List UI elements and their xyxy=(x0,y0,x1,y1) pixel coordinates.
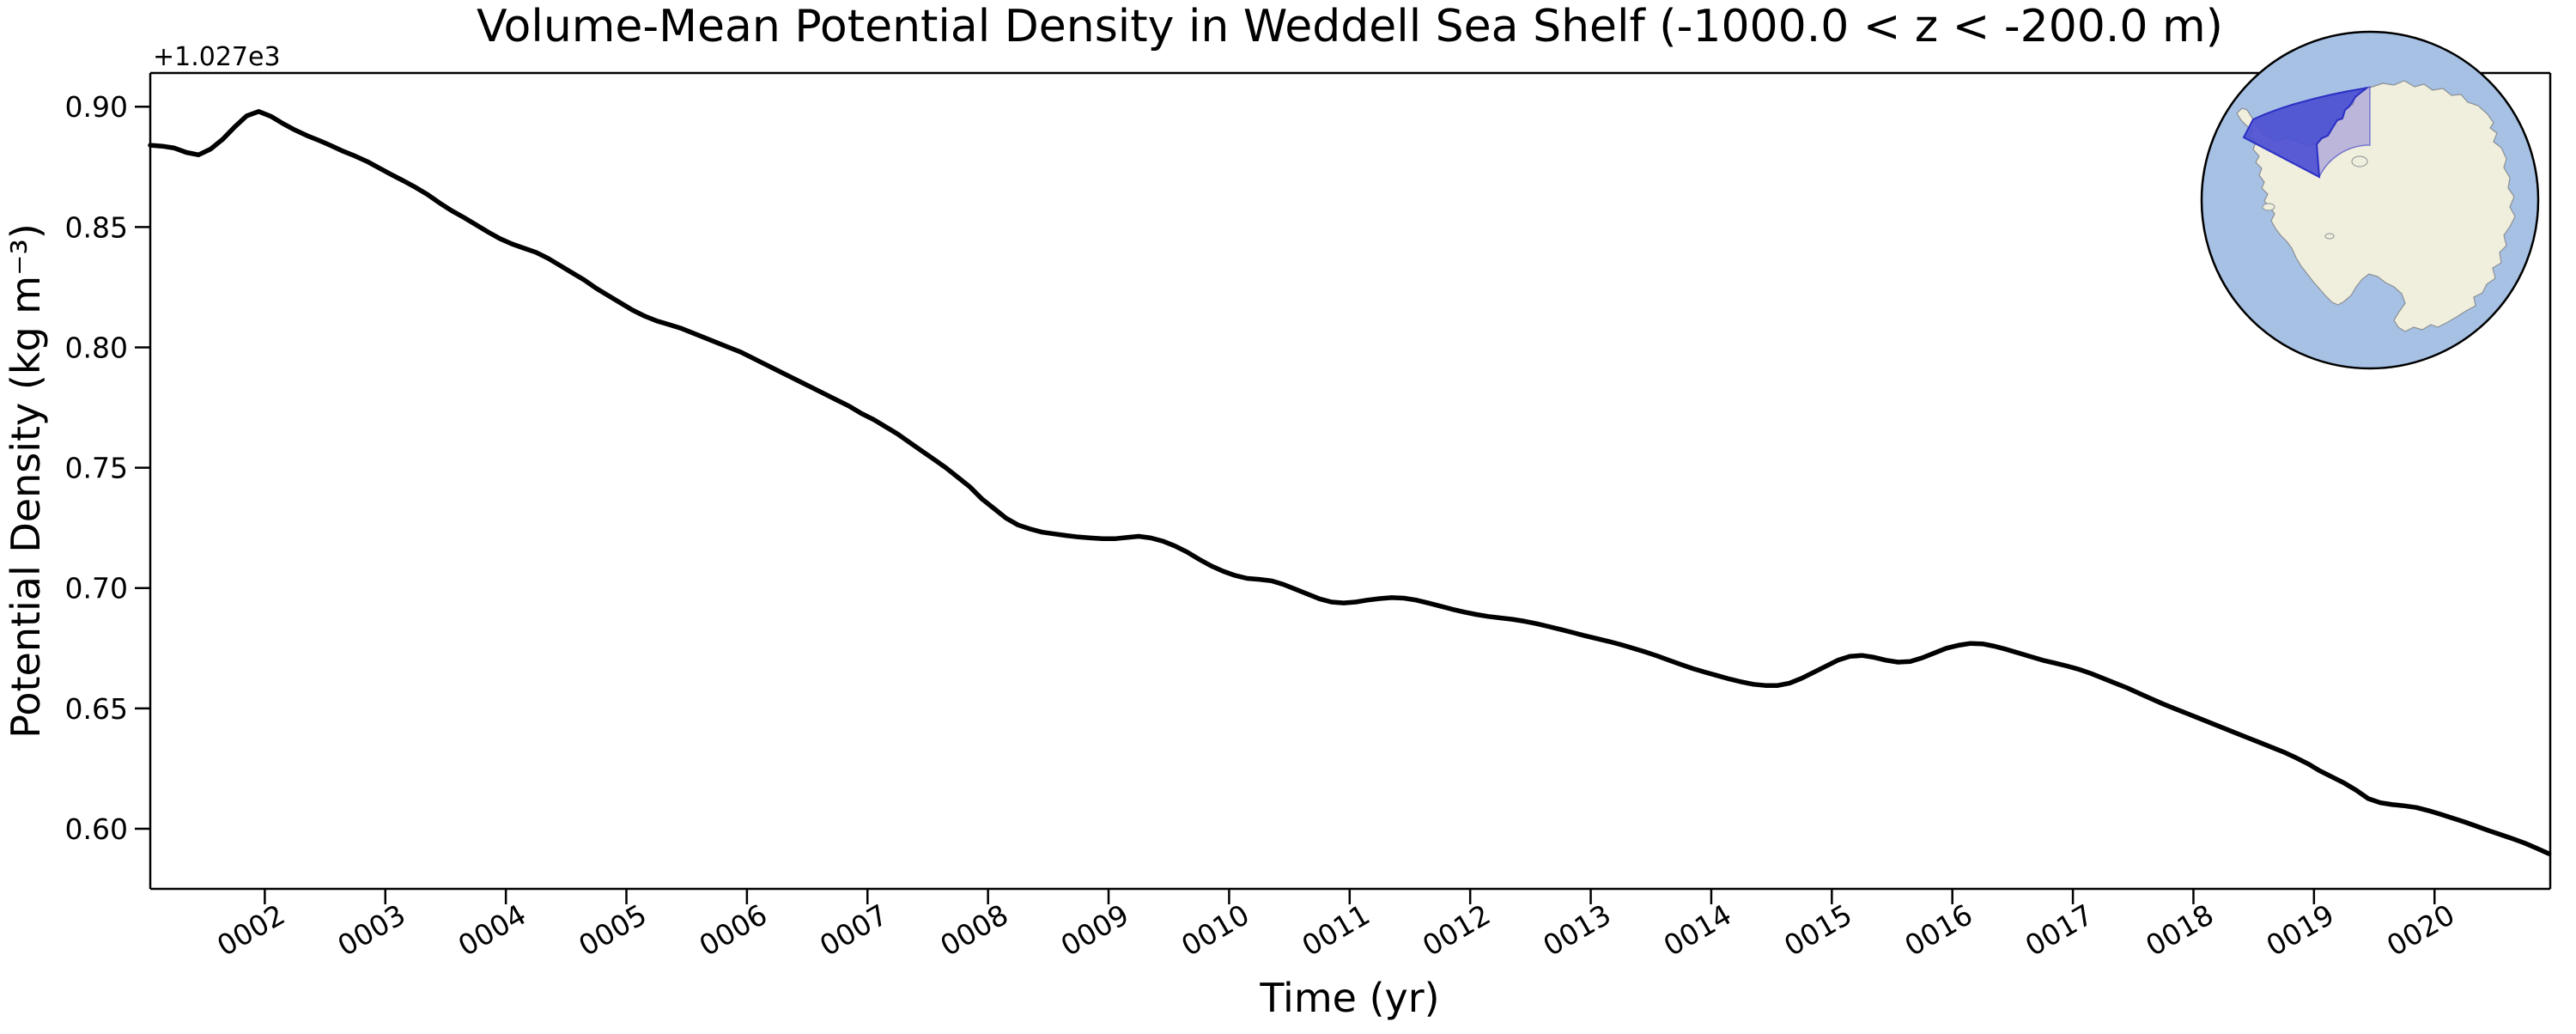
y-tick-label: 0.75 xyxy=(65,452,128,485)
x-tick-label: 0004 xyxy=(453,897,532,963)
x-tick-label: 0002 xyxy=(211,897,290,963)
map-island xyxy=(2324,233,2335,240)
x-tick-label: 0010 xyxy=(1176,897,1255,963)
x-tick-label: 0007 xyxy=(814,897,893,963)
chart-title: Volume-Mean Potential Density in Weddell… xyxy=(477,1,2223,52)
x-tick-label: 0014 xyxy=(1658,897,1737,963)
y-axis-offset-text: +1.027e3 xyxy=(153,42,281,72)
x-tick-label: 0015 xyxy=(1778,897,1857,963)
map-boundary-circle xyxy=(2200,30,2540,370)
x-tick-label: 0009 xyxy=(1055,897,1134,963)
y-tick-label: 0.60 xyxy=(65,812,128,846)
antarctica-inset-map xyxy=(2200,30,2540,370)
potential-density-line xyxy=(148,109,2552,856)
y-tick-label: 0.70 xyxy=(65,572,128,605)
data-series xyxy=(148,109,2552,856)
y-tick-label: 0.65 xyxy=(65,692,128,726)
x-tick-label: 0006 xyxy=(694,897,773,963)
map-island-berkner xyxy=(2351,155,2368,167)
x-tick-label: 0017 xyxy=(2020,897,2099,963)
axes-spines xyxy=(149,71,2552,891)
x-tick-label: 0016 xyxy=(1899,897,1978,963)
y-tick-label: 0.90 xyxy=(65,90,128,124)
x-tick-label: 0012 xyxy=(1417,897,1496,963)
y-tick-label: 0.80 xyxy=(65,331,128,364)
axis-ticks: 0002 0003 0004 0005 0006 0007 0008 0009 0010 0011… xyxy=(65,90,2461,963)
x-tick-label: 0018 xyxy=(2140,897,2219,963)
x-axis-label: Time (yr) xyxy=(1259,975,1439,1021)
x-tick-label: 0003 xyxy=(332,897,411,963)
x-tick-label: 0019 xyxy=(2261,897,2340,963)
map-weddell-shelf-region xyxy=(2242,87,2368,179)
map-island xyxy=(2262,203,2275,211)
x-tick-label: 0020 xyxy=(2381,897,2460,963)
x-tick-label: 0005 xyxy=(573,897,652,963)
x-tick-label: 0008 xyxy=(934,897,1013,963)
x-tick-label: 0011 xyxy=(1297,897,1376,963)
x-tick-label: 0013 xyxy=(1537,897,1616,963)
y-tick-label: 0.85 xyxy=(65,210,128,244)
y-axis-label: Potential Density (kg m⁻³) xyxy=(3,223,49,739)
